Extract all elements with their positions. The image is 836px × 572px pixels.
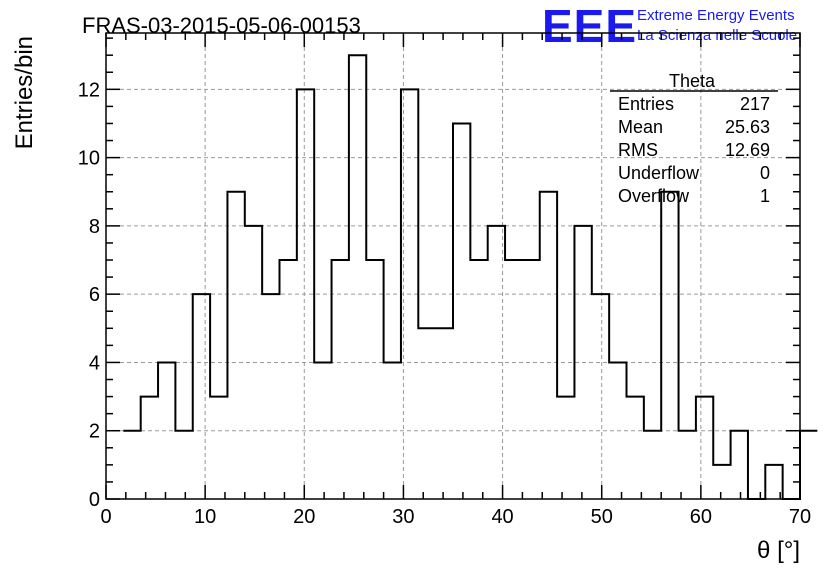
histogram-bin (366, 260, 383, 499)
histogram-bin (470, 260, 487, 499)
logo-line-2: La Scienza nelle Scuole (637, 27, 797, 44)
x-tick-label: 40 (491, 506, 513, 528)
y-tick-label: 12 (78, 79, 100, 101)
stats-label: RMS (618, 140, 658, 160)
stats-row-mean: Mean 25.63 (618, 117, 770, 137)
stats-row-underflow: Underflow 0 (618, 163, 770, 183)
histogram-bin (193, 294, 210, 499)
histogram-bin (522, 260, 539, 499)
histogram-bin (227, 192, 244, 499)
y-tick-label: 10 (78, 148, 100, 170)
histogram-bin (800, 431, 817, 499)
y-tick-label: 4 (89, 352, 100, 374)
histogram-bin (384, 362, 401, 499)
histogram-bin (644, 431, 661, 499)
x-tick-label: 20 (293, 506, 315, 528)
stats-row-rms: RMS 12.69 (618, 140, 770, 160)
x-axis-label: θ [°] (757, 537, 800, 564)
histogram-bin (488, 226, 505, 499)
histogram-bin (679, 431, 696, 499)
histogram-bin (349, 55, 366, 499)
stats-value: 0 (760, 163, 770, 183)
x-tick-label: 10 (194, 506, 216, 528)
x-tick-label: 30 (392, 506, 414, 528)
histogram-bin (418, 328, 435, 499)
stats-row-overflow: Overflow 1 (618, 186, 770, 206)
histogram-bin (297, 89, 314, 499)
stats-label: Mean (618, 117, 663, 137)
histogram-line (123, 54, 818, 500)
plot-frame (105, 32, 801, 500)
histogram-bin (540, 192, 557, 499)
y-tick-label: 8 (89, 216, 100, 238)
eee-logo: EEE Extreme Energy Events La Scienza nel… (542, 0, 797, 52)
stats-value: 12.69 (725, 140, 770, 160)
histogram-bin (123, 431, 140, 499)
histogram-bin (401, 89, 418, 499)
stats-box: Theta Entries 217 Mean 25.63 RMS 12.69 U… (610, 71, 778, 206)
histogram-bin (627, 397, 644, 499)
stats-label: Overflow (618, 186, 690, 206)
logo-mark: EEE (542, 0, 637, 52)
stats-label: Entries (618, 94, 674, 114)
logo-line-1: Extreme Energy Events (637, 7, 795, 24)
histogram-bin (314, 362, 331, 499)
histogram-bin (592, 294, 609, 499)
stats-value: 25.63 (725, 117, 770, 137)
histogram-bin (713, 465, 730, 499)
histogram-bin (141, 397, 158, 499)
histogram-bin (696, 397, 713, 499)
stats-value: 217 (740, 94, 770, 114)
stats-value: 1 (760, 186, 770, 206)
x-tick-label: 50 (591, 506, 613, 528)
stats-row-entries: Entries 217 (618, 94, 770, 114)
histogram-bin (574, 226, 591, 499)
histogram-bin (453, 123, 470, 499)
histogram-bin (245, 226, 262, 499)
x-tick-labels: 0 10 20 30 40 50 60 70 (100, 506, 811, 528)
x-tick-label: 0 (100, 506, 111, 528)
histogram-bin (731, 431, 748, 499)
y-tick-label: 2 (89, 421, 100, 443)
histogram-bin (158, 362, 175, 499)
histogram (123, 54, 818, 500)
stats-label: Underflow (618, 163, 700, 183)
histogram-bin (175, 431, 192, 499)
histogram-bin (661, 192, 678, 499)
y-tick-labels: 0 2 4 6 8 10 12 (78, 79, 100, 511)
x-tick-label: 70 (789, 506, 811, 528)
y-tick-label: 6 (89, 284, 100, 306)
histogram-bin (262, 294, 279, 499)
histogram-bin (557, 397, 574, 499)
y-axis-label: Entries/bin (11, 36, 38, 149)
histogram-bin (332, 260, 349, 499)
histogram-bin (436, 328, 453, 499)
x-tick-label: 60 (690, 506, 712, 528)
axis-ticks (105, 33, 801, 500)
y-tick-label: 0 (89, 489, 100, 511)
histogram-bin (280, 260, 297, 499)
histogram-bin (210, 397, 227, 499)
histogram-bin (505, 260, 522, 499)
histogram-bin (609, 362, 626, 499)
chart-title: FRAS-03-2015-05-06-00153 (82, 13, 361, 38)
stats-title: Theta (669, 71, 716, 91)
